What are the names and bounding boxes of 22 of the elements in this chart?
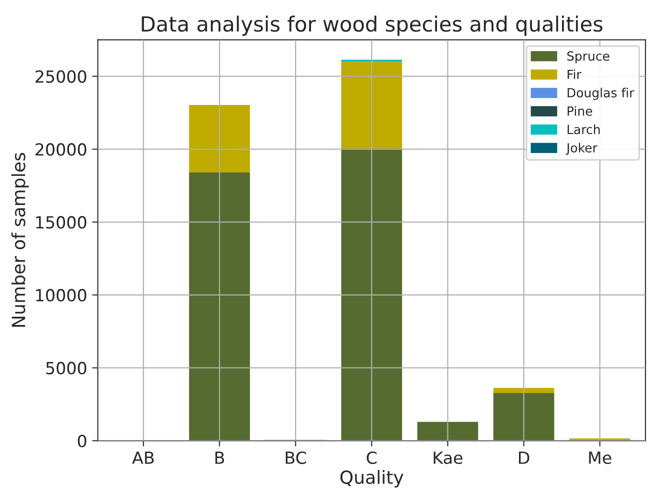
legend-label: Larch (568, 124, 600, 134)
x-tick-label: BC (286, 451, 306, 464)
chart-title: Data analysis for wood species and qualities (142, 16, 602, 36)
x-tick-label: B (215, 452, 224, 464)
x-axis-title: Quality (340, 470, 404, 488)
x-tick-label: AB (132, 452, 154, 464)
legend-label: Pine (568, 106, 592, 116)
y-tick-label: 10000 (36, 288, 86, 302)
x-tick-label: C (366, 451, 377, 464)
x-tick-label: Kae (434, 452, 462, 464)
y-tick-label: 20000 (36, 143, 86, 156)
legend-label: Fir (568, 69, 582, 79)
x-tick-label: D (518, 452, 530, 464)
x-tick-label: Me (589, 452, 612, 464)
legend-label: Joker (566, 142, 598, 155)
y-tick-label: 0 (78, 434, 86, 448)
y-tick-label: 25000 (36, 70, 86, 83)
legend-label: Douglas fir (568, 88, 634, 100)
y-tick-label: 15000 (36, 216, 86, 229)
legend-label: Spruce (567, 51, 610, 64)
y-axis-title: Number of samples (11, 152, 29, 327)
y-tick-label: 5000 (46, 362, 86, 374)
